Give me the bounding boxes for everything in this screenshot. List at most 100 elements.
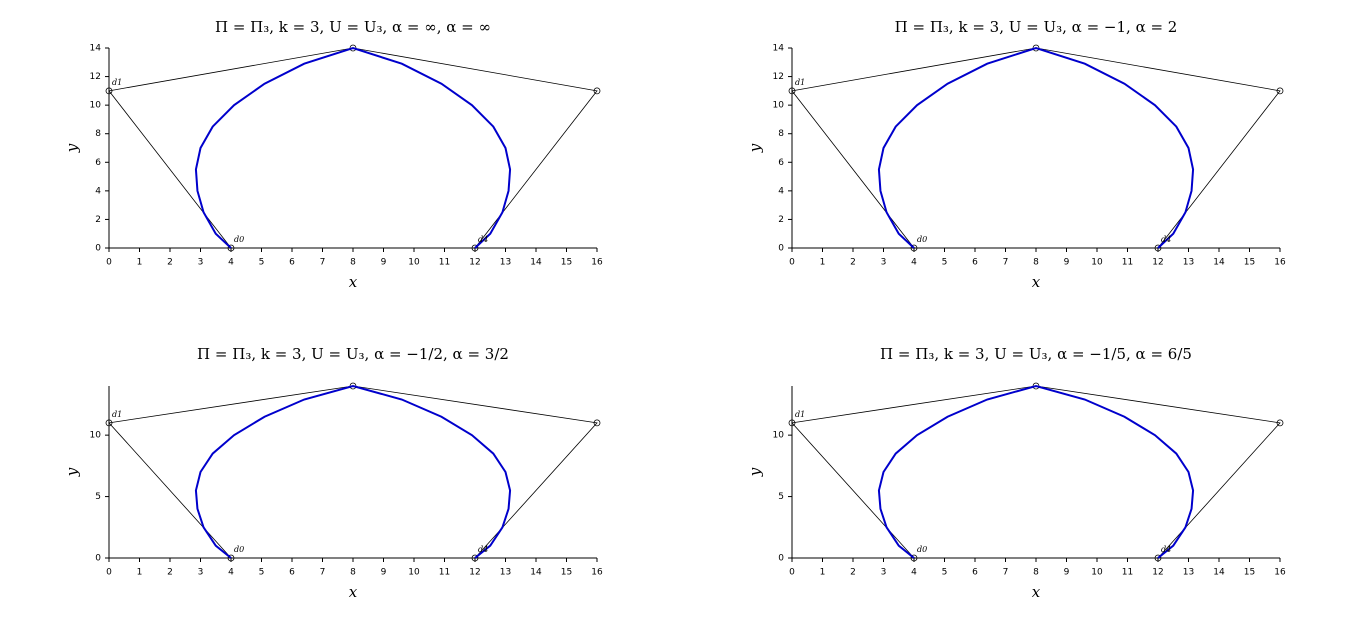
x-tick-label: 16 (591, 568, 603, 578)
series-line (791, 385, 1281, 559)
x-tick-label: 14 (1213, 568, 1225, 578)
y-axis-label: y (63, 143, 81, 153)
x-tick-label: 9 (381, 258, 387, 268)
series-line (194, 384, 512, 559)
x-tick-label: 13 (500, 258, 511, 268)
point-label: d1 (795, 410, 805, 419)
control-point (788, 87, 796, 95)
x-tick-label: 14 (530, 258, 542, 268)
control-point (1154, 244, 1162, 252)
y-tick-label: 12 (90, 72, 101, 82)
y-tick-label: 14 (90, 44, 102, 54)
control-point (471, 244, 479, 252)
point-label: d1 (795, 78, 805, 87)
y-tick-label: 10 (90, 431, 102, 441)
x-tick-label: 16 (591, 258, 603, 268)
x-tick-label: 7 (1003, 258, 1009, 268)
x-tick-label: 8 (350, 258, 356, 268)
x-tick-label: 11 (1122, 568, 1133, 578)
x-tick-label: 14 (530, 568, 542, 578)
x-tick-label: 0 (789, 258, 795, 268)
x-tick-label: 2 (167, 568, 173, 578)
control-point (788, 419, 796, 427)
y-tick-label: 12 (773, 72, 784, 82)
y-tick-label: 6 (778, 158, 784, 168)
y-tick-label: 2 (95, 215, 101, 225)
x-tick-label: 5 (942, 568, 948, 578)
y-axis-label: y (746, 467, 764, 477)
x-tick-label: 5 (259, 568, 265, 578)
y-tick-label: 0 (778, 554, 784, 564)
x-tick-label: 2 (850, 258, 856, 268)
y-tick-label: 6 (95, 158, 101, 168)
control-point (471, 554, 479, 562)
x-tick-label: 13 (500, 568, 511, 578)
x-tick-label: 3 (881, 568, 887, 578)
y-tick-label: 10 (773, 431, 785, 441)
x-tick-label: 2 (167, 258, 173, 268)
control-point (227, 554, 235, 562)
y-tick-label: 8 (778, 129, 784, 139)
x-tick-label: 6 (972, 258, 978, 268)
point-label: d0 (917, 235, 927, 244)
chart-title: Π = Π₃, k = 3, U = U₃, α = ∞, α = ∞ (215, 18, 491, 36)
y-tick-label: 0 (95, 554, 101, 564)
x-tick-label: 7 (320, 568, 326, 578)
point-label: d0 (234, 235, 244, 244)
x-tick-label: 12 (1152, 258, 1163, 268)
series-line (877, 384, 1195, 559)
chart-title: Π = Π₃, k = 3, U = U₃, α = −1, α = 2 (895, 18, 1178, 36)
series-line (108, 385, 598, 559)
x-tick-label: 3 (198, 568, 204, 578)
x-tick-label: 12 (469, 568, 480, 578)
x-tick-label: 5 (942, 258, 948, 268)
series-line (877, 46, 1195, 249)
y-tick-label: 10 (90, 101, 102, 111)
x-tick-label: 10 (408, 258, 420, 268)
x-tick-label: 9 (381, 568, 387, 578)
x-tick-label: 13 (1183, 568, 1194, 578)
x-tick-label: 1 (820, 568, 826, 578)
x-tick-label: 12 (469, 258, 480, 268)
point-label: d4 (478, 235, 488, 244)
x-tick-label: 5 (259, 258, 265, 268)
x-tick-label: 0 (789, 568, 795, 578)
x-axis-label: x (349, 583, 358, 601)
control-point (1276, 87, 1284, 95)
x-tick-label: 13 (1183, 258, 1194, 268)
x-tick-label: 6 (289, 258, 295, 268)
point-label: d1 (112, 410, 122, 419)
x-tick-label: 11 (1122, 258, 1133, 268)
chart-title: Π = Π₃, k = 3, U = U₃, α = −1/5, α = 6/5 (880, 345, 1192, 363)
x-tick-label: 15 (1244, 568, 1255, 578)
y-tick-label: 5 (95, 492, 101, 502)
x-tick-label: 6 (289, 568, 295, 578)
x-tick-label: 9 (1064, 258, 1070, 268)
x-tick-label: 11 (439, 568, 450, 578)
series-line (194, 46, 512, 249)
control-point (593, 419, 601, 427)
y-tick-label: 14 (773, 44, 785, 54)
x-tick-label: 10 (1091, 568, 1103, 578)
y-tick-label: 0 (95, 244, 101, 254)
x-tick-label: 3 (881, 258, 887, 268)
x-tick-label: 15 (1244, 258, 1255, 268)
x-tick-label: 10 (408, 568, 420, 578)
x-tick-label: 10 (1091, 258, 1103, 268)
x-tick-label: 8 (350, 568, 356, 578)
x-tick-label: 16 (1274, 258, 1286, 268)
control-point (105, 87, 113, 95)
x-tick-label: 1 (137, 568, 143, 578)
y-tick-label: 0 (778, 244, 784, 254)
y-tick-label: 4 (95, 186, 101, 196)
point-label: d1 (112, 78, 122, 87)
x-tick-label: 4 (228, 258, 234, 268)
x-tick-label: 7 (1003, 568, 1009, 578)
x-tick-label: 0 (106, 568, 112, 578)
series-line (108, 47, 598, 249)
control-point (227, 244, 235, 252)
x-tick-label: 1 (820, 258, 826, 268)
point-label: d0 (917, 545, 927, 554)
point-label: d0 (234, 545, 244, 554)
